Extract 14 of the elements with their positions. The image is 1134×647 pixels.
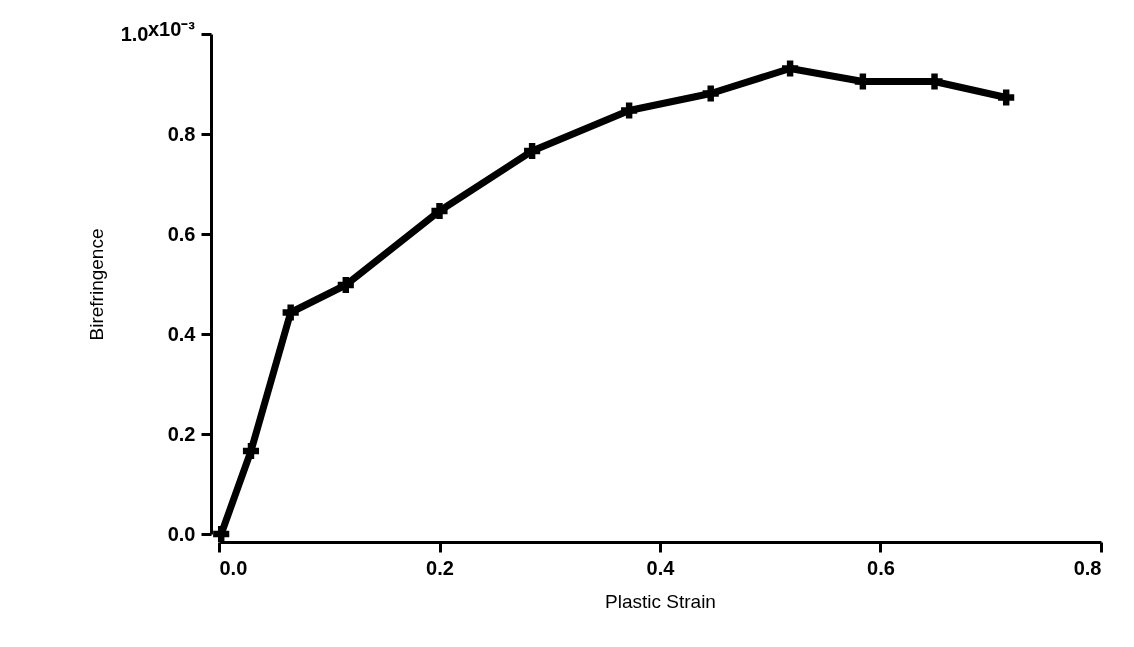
x-tick-label: 0.4 <box>646 556 676 579</box>
x-tick-label: 0.2 <box>426 556 454 579</box>
x-tick-label: 0.6 <box>867 556 895 579</box>
text: 0.0 <box>167 522 196 545</box>
y-tick-label: 0.8 <box>167 122 196 145</box>
text: 0.0 <box>219 556 248 579</box>
x-tick-label: 0.8 <box>1073 556 1102 579</box>
y-tick-label: 0.4 <box>167 322 197 345</box>
y-tick-label: 0.2 <box>167 422 196 445</box>
y-tick-label: 0.6 <box>167 222 196 245</box>
y-axis-title: Birefringence <box>85 228 107 341</box>
x-axis-title: Plastic Strain <box>605 590 716 612</box>
text: 1.0 <box>120 22 149 45</box>
text: x10⁻³ <box>147 18 196 40</box>
